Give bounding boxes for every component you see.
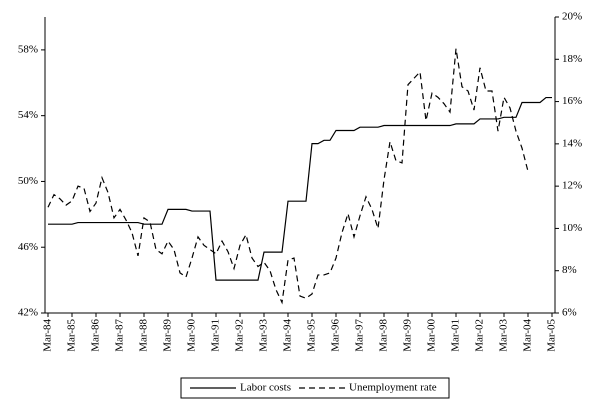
x-tick-label: Mar-98 [378, 319, 390, 352]
x-tick-label: Mar-89 [162, 319, 174, 352]
y2-tick-label: 16% [562, 95, 582, 107]
x-tick-label: Mar-02 [474, 319, 486, 352]
x-tick-label: Mar-88 [138, 319, 150, 352]
x-tick-label: Mar-99 [402, 319, 414, 352]
x-tick-label: Mar-00 [426, 319, 438, 352]
y2-tick-label: 10% [562, 222, 582, 234]
x-tick-label: Mar-01 [450, 319, 462, 352]
x-tick-label: Mar-86 [90, 319, 102, 352]
legend-label: Labor costs [240, 382, 291, 394]
x-tick-label: Mar-04 [522, 319, 534, 352]
x-tick-label: Mar-90 [186, 319, 198, 352]
y2-tick-label: 12% [562, 180, 582, 192]
y-tick-label: 42% [18, 307, 38, 319]
x-tick-label: Mar-97 [354, 319, 366, 352]
x-tick-label: Mar-94 [282, 319, 294, 352]
y2-tick-label: 8% [562, 264, 577, 276]
x-tick-label: Mar-03 [498, 319, 510, 352]
y2-tick-label: 6% [562, 307, 577, 319]
y2-tick-label: 20% [562, 11, 582, 23]
x-tick-label: Mar-05 [546, 319, 558, 352]
y2-tick-label: 14% [562, 137, 582, 149]
y-tick-label: 46% [18, 241, 38, 253]
y2-tick-label: 18% [562, 53, 582, 65]
y-tick-label: 54% [18, 109, 38, 121]
y-tick-label: 50% [18, 175, 38, 187]
x-tick-label: Mar-87 [114, 319, 126, 352]
x-tick-label: Mar-91 [210, 319, 222, 352]
x-tick-label: Mar-92 [234, 319, 246, 352]
x-tick-label: Mar-95 [306, 319, 318, 352]
y-tick-label: 58% [18, 43, 38, 55]
x-tick-label: Mar-93 [258, 319, 270, 352]
series-line [47, 48, 529, 305]
legend-label: Unemployment rate [349, 382, 437, 394]
x-tick-label: Mar-96 [330, 319, 342, 352]
series-line [48, 96, 552, 281]
x-tick-label: Mar-84 [42, 319, 54, 352]
x-tick-label: Mar-85 [66, 319, 78, 352]
